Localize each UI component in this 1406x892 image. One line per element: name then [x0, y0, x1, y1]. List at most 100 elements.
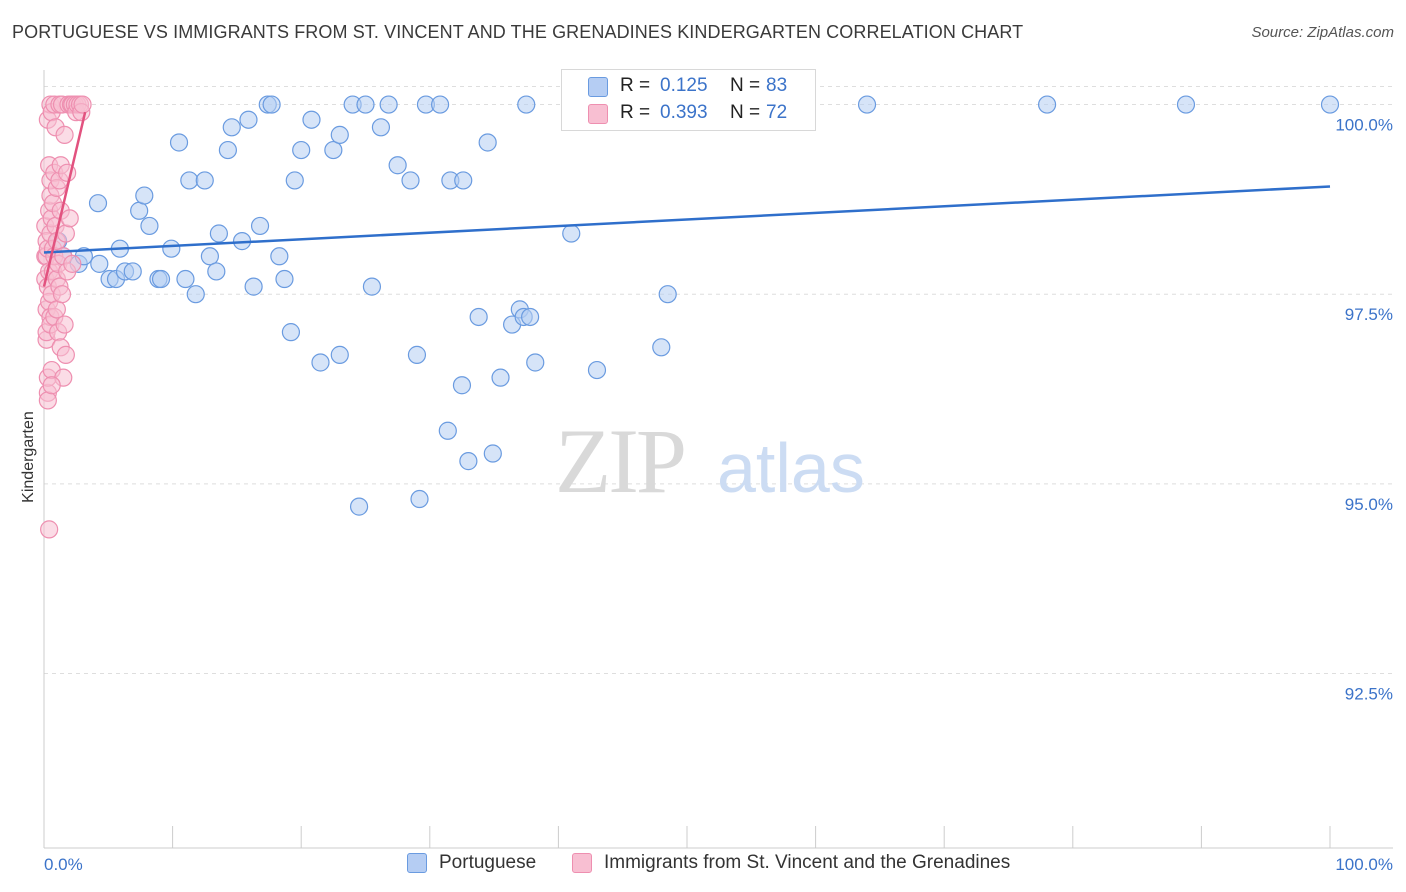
x-tick-label-left: 0.0% — [44, 855, 83, 874]
data-point — [478, 133, 497, 152]
source-note: Source: ZipAtlas.com — [1251, 24, 1394, 41]
watermark-zip: ZIP — [555, 410, 684, 512]
series-legend: Portuguese Immigrants from St. Vincent a… — [0, 852, 1406, 878]
data-point — [292, 140, 311, 160]
legend-label-st-vincent: Immigrants from St. Vincent and the Gren… — [604, 852, 1011, 873]
data-point — [587, 360, 607, 380]
data-point — [151, 269, 171, 289]
data-point — [186, 285, 205, 304]
data-point — [362, 277, 382, 296]
data-point — [562, 224, 581, 243]
data-point — [195, 171, 214, 190]
data-point — [410, 489, 429, 509]
data-point — [454, 171, 473, 190]
legend-r-value: 0.125 — [660, 75, 708, 96]
gridlines — [44, 86, 1393, 675]
data-point — [55, 125, 74, 144]
legend-item-portuguese: Portuguese — [407, 852, 536, 874]
data-point — [209, 224, 228, 243]
data-point — [452, 376, 472, 395]
data-point — [90, 254, 109, 273]
data-point — [239, 110, 258, 129]
data-point — [176, 269, 195, 289]
data-point — [407, 345, 427, 364]
data-point — [281, 323, 301, 342]
legend-swatch-pink — [588, 104, 608, 124]
trend-lines — [42, 111, 1331, 287]
data-point — [483, 444, 502, 463]
data-point — [285, 171, 304, 190]
data-point — [388, 156, 407, 175]
data-point — [1320, 95, 1340, 114]
series-st-vincent — [36, 95, 92, 539]
data-point — [652, 338, 671, 357]
series-portuguese — [49, 95, 1340, 516]
data-point — [135, 186, 154, 205]
data-point — [438, 421, 457, 440]
stats-legend: R = 0.125 N = 83 R = 0.393 N = 72 — [561, 69, 816, 131]
data-point — [379, 95, 398, 114]
data-point — [349, 497, 369, 516]
data-point — [250, 216, 270, 236]
data-point — [55, 315, 74, 334]
data-point — [1176, 95, 1196, 114]
data-point — [270, 247, 289, 266]
data-point — [88, 194, 108, 213]
data-point — [311, 353, 330, 372]
data-point — [169, 133, 189, 152]
data-point — [218, 140, 237, 160]
legend-n-value: 83 — [766, 75, 788, 96]
data-point — [63, 254, 82, 273]
legend-swatch-blue — [407, 853, 427, 873]
x-tick-label-right: 100.0% — [1335, 855, 1393, 874]
data-point — [302, 110, 321, 129]
y-tick-label: 97.5% — [1345, 305, 1393, 324]
data-point — [330, 345, 349, 364]
data-point — [401, 171, 420, 190]
legend-r-label: R = — [620, 102, 651, 123]
trend-line — [43, 185, 1331, 254]
data-point — [180, 171, 199, 190]
data-point — [60, 209, 79, 228]
data-point — [517, 95, 536, 114]
data-point — [371, 118, 391, 137]
data-point — [130, 201, 149, 220]
watermark-atlas: atlas — [717, 429, 865, 507]
data-point — [324, 140, 343, 160]
data-point — [207, 262, 226, 281]
data-point — [275, 269, 294, 289]
legend-r-value: 0.393 — [660, 102, 708, 123]
legend-n-label: N = — [730, 102, 761, 123]
data-point — [42, 376, 61, 395]
y-tick-labels: 100.0% 97.5% 95.0% 92.5% — [1335, 116, 1393, 704]
data-point — [200, 247, 219, 266]
data-point — [162, 239, 181, 258]
chart-title: PORTUGUESE VS IMMIGRANTS FROM ST. VINCEN… — [12, 22, 1024, 42]
data-point — [330, 125, 349, 144]
data-point — [1037, 95, 1057, 114]
data-point — [123, 262, 142, 281]
data-point — [40, 520, 59, 539]
legend-n-label: N = — [730, 75, 761, 96]
legend-swatch-blue — [588, 77, 608, 97]
data-point — [56, 224, 75, 243]
data-point — [430, 95, 450, 114]
data-point — [140, 216, 159, 236]
data-point — [244, 277, 263, 296]
data-point — [38, 391, 57, 410]
y-tick-label: 92.5% — [1345, 685, 1393, 704]
legend-label-portuguese: Portuguese — [439, 852, 537, 873]
data-point — [658, 285, 677, 304]
data-point — [469, 307, 488, 327]
trend-line — [42, 111, 87, 287]
data-point — [491, 368, 510, 387]
data-point — [459, 452, 478, 471]
legend-item-st-vincent: Immigrants from St. Vincent and the Gren… — [572, 852, 1010, 874]
data-point — [47, 300, 66, 319]
data-point — [521, 307, 540, 327]
data-point — [222, 118, 241, 137]
data-point — [356, 95, 375, 114]
y-tick-label: 100.0% — [1335, 116, 1393, 135]
data-point — [52, 285, 72, 304]
